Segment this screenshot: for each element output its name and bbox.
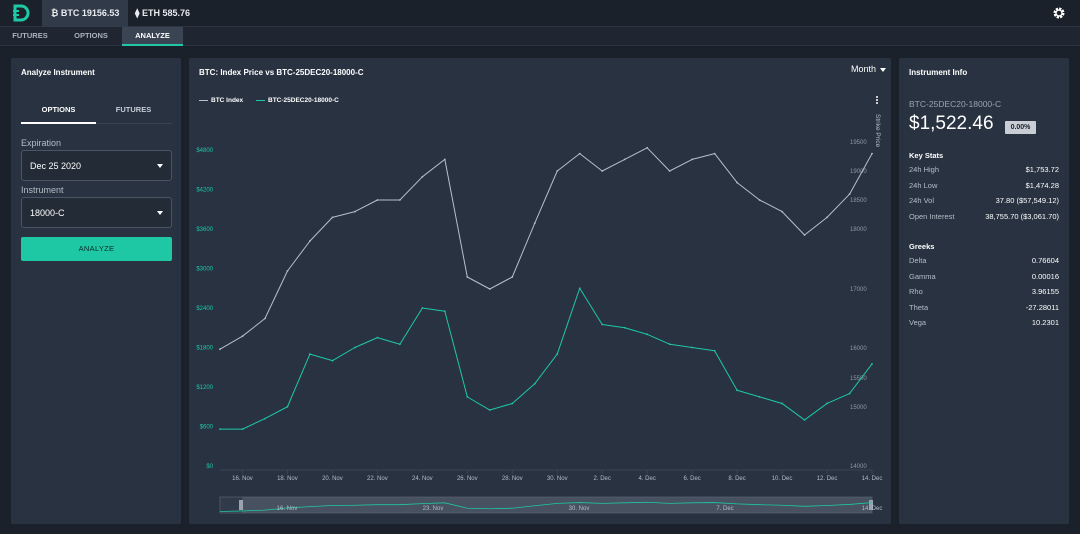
stat-label: Open Interest <box>909 212 955 221</box>
greek-row: Gamma 0.00016 <box>909 272 1059 282</box>
chevron-down-icon <box>157 211 163 215</box>
right-axis-title: Strike Price <box>874 114 881 148</box>
tab-analyze[interactable]: ANALYZE <box>122 27 183 46</box>
legend-label: BTC Index <box>211 97 244 104</box>
legend-swatch <box>199 99 208 101</box>
greek-row: Rho 3.96155 <box>909 287 1059 297</box>
analyze-panel-title: Analyze Instrument <box>21 68 95 77</box>
greeks-title: Greeks <box>909 242 935 251</box>
tab-options-type[interactable]: OPTIONS <box>21 97 96 124</box>
stat-value: 38,755.70 ($3,061.70) <box>985 212 1059 221</box>
stat-row: 24h Low $1,474.28 <box>909 181 1059 191</box>
greek-label: Rho <box>909 287 923 296</box>
top-bar: ₿ BTC 19156.53 ⧫ ETH 585.76 <box>0 0 1080 27</box>
greek-label: Gamma <box>909 272 936 281</box>
expiration-select[interactable]: Dec 25 2020 <box>21 150 172 181</box>
tab-futures[interactable]: FUTURES <box>12 31 48 40</box>
greek-value: 0.00016 <box>1031 272 1059 281</box>
instrument-name: BTC-25DEC20-18000-C <box>909 99 1002 109</box>
greek-label: Theta <box>909 303 929 312</box>
ticker-btc[interactable]: ₿ BTC 19156.53 <box>42 0 129 27</box>
stat-label: 24h High <box>909 165 940 174</box>
stat-label: 24h Low <box>909 181 938 190</box>
legend-item-btc-index[interactable]: BTC Index <box>199 97 243 104</box>
greek-row: Vega 10.2301 <box>909 318 1059 328</box>
greek-value: 10.2301 <box>1031 318 1059 327</box>
analyze-button[interactable]: ANALYZE <box>21 237 172 261</box>
tab-options[interactable]: OPTIONS <box>74 31 108 40</box>
greek-value: -27.28011 <box>1025 303 1059 312</box>
greek-value: 3.96155 <box>1031 287 1059 296</box>
expiration-value: Dec 25 2020 <box>30 161 82 171</box>
stat-row: 24h High $1,753.72 <box>909 165 1059 175</box>
instrument-info-title: Instrument Info <box>909 68 968 77</box>
instrument-value: 18000-C <box>30 208 65 218</box>
stat-row: 24h Vol 37.80 ($57,549.12) <box>909 196 1059 206</box>
greek-label: Vega <box>909 318 927 327</box>
greek-value: 0.76604 <box>1031 256 1059 265</box>
analyze-instrument-panel <box>11 58 181 524</box>
legend-swatch <box>256 99 265 101</box>
sub-navigation: FUTURES OPTIONS ANALYZE <box>0 27 1080 46</box>
range-select[interactable]: Month <box>851 64 877 74</box>
chart-panel <box>189 58 891 524</box>
change-badge: 0.00% <box>1005 121 1036 134</box>
greek-row: Theta -27.28011 <box>909 303 1059 313</box>
instrument-select[interactable]: 18000-C <box>21 197 172 228</box>
greek-label: Delta <box>909 256 927 265</box>
greek-row: Delta 0.76604 <box>909 256 1059 266</box>
stat-row: Open Interest 38,755.70 ($3,061.70) <box>909 212 1059 222</box>
ticker-eth[interactable]: ⧫ ETH 585.76 <box>135 8 190 18</box>
stat-value: $1,474.28 <box>1025 181 1059 190</box>
instrument-price: $1,522.46 <box>909 113 994 134</box>
key-stats-title: Key Stats <box>909 151 944 160</box>
chart-menu-icon[interactable] <box>876 96 879 106</box>
gear-icon[interactable] <box>1052 6 1066 20</box>
chevron-down-icon[interactable] <box>880 68 886 72</box>
chevron-down-icon <box>157 164 163 168</box>
stat-label: 24h Vol <box>909 196 935 205</box>
chart-title: BTC: Index Price vs BTC-25DEC20-18000-C <box>199 68 364 77</box>
deribit-logo-icon[interactable] <box>12 4 30 22</box>
stat-value: $1,753.72 <box>1025 165 1059 174</box>
legend-label: BTC-25DEC20-18000-C <box>268 97 339 104</box>
tab-futures-type[interactable]: FUTURES <box>115 105 152 114</box>
instrument-type-tabs: OPTIONS FUTURES <box>21 97 172 124</box>
instrument-label: Instrument <box>21 185 64 195</box>
stat-value: 37.80 ($57,549.12) <box>995 196 1059 205</box>
legend-item-option[interactable]: BTC-25DEC20-18000-C <box>256 97 339 104</box>
expiration-label: Expiration <box>21 138 62 148</box>
instrument-info-panel <box>899 58 1069 524</box>
